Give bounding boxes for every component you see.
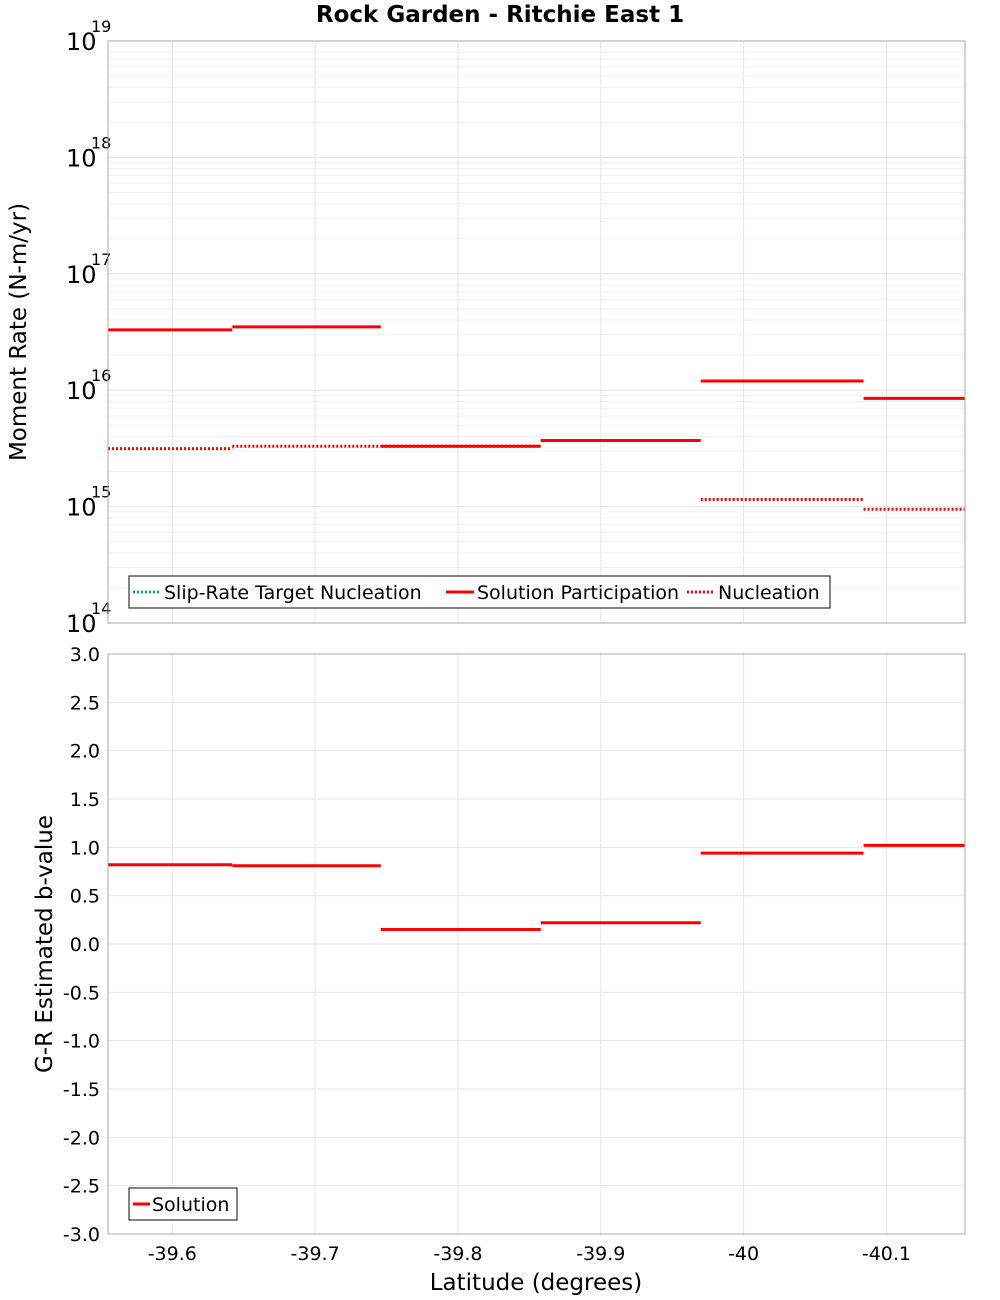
bottom-series: [108, 843, 965, 931]
bottom-y-tick-label: -2.0: [63, 1127, 100, 1149]
bottom-y-tick-label: 0.5: [70, 886, 100, 908]
bottom-plot-frame: [107, 653, 966, 1235]
tick-exponent: 17: [91, 250, 111, 269]
tick-exponent: 18: [91, 133, 111, 152]
series-solution: [108, 843, 965, 931]
legend-label: Slip-Rate Target Nucleation: [164, 582, 422, 604]
bottom-y-tick-labels: 3.0 2.5 2.0 1.5 1.0 0.5 0.0 -0.5 -1.0 -1.5 -2.0 -2.…: [63, 644, 100, 1246]
bottom-y-tick-label: 2.0: [70, 741, 100, 763]
bottom-y-tick-label: -1.0: [63, 1031, 100, 1053]
bottom-y-tick-label: -0.5: [63, 982, 100, 1004]
b-value-panel: 3.0 2.5 2.0 1.5 1.0 0.5 0.0 -0.5 -1.0 -1.5 -2.0 -2.…: [32, 644, 966, 1296]
tick-exponent: 19: [91, 17, 111, 36]
tick-exponent: 16: [91, 366, 111, 385]
top-plot-frame: [107, 40, 966, 624]
x-tick-label: -40.1: [862, 1243, 911, 1265]
bottom-legend: Solution: [128, 1187, 238, 1221]
chart-title: Rock Garden - Ritchie East 1: [316, 2, 684, 28]
bottom-y-tick-label: -3.0: [63, 1224, 100, 1246]
bottom-x-tick-labels: -39.6 -39.7 -39.8 -39.9 -40 -40.1: [148, 1243, 911, 1265]
x-tick-label: -39.6: [148, 1243, 197, 1265]
tick-base: 10: [66, 494, 97, 522]
top-series: [108, 325, 965, 511]
bottom-y-tick-label: 3.0: [70, 644, 100, 666]
bottom-y-tick-label: 2.5: [70, 692, 100, 714]
bottom-y-tick-label: -2.5: [63, 1176, 100, 1198]
bottom-y-tick-label: 1.0: [70, 837, 100, 859]
bottom-y-tick-label: 0.0: [70, 934, 100, 956]
tick-base: 10: [66, 28, 97, 56]
top-grid: [108, 40, 965, 624]
top-legend: Slip-Rate Target Nucleation Solution Part…: [128, 575, 831, 609]
series-solution-participation: [108, 325, 965, 448]
x-tick-label: -39.9: [576, 1243, 625, 1265]
tick-base: 10: [66, 261, 97, 289]
x-axis-title: Latitude (degrees): [430, 1270, 643, 1296]
series-nucleation: [108, 438, 965, 511]
legend-label: Solution Participation: [477, 582, 679, 604]
bottom-grid: [108, 653, 965, 1235]
top-y-axis-title: Moment Rate (N-m/yr): [6, 203, 32, 461]
tick-exponent: 15: [91, 483, 111, 502]
bottom-y-tick-label: 1.5: [70, 789, 100, 811]
x-tick-label: -40: [728, 1243, 759, 1265]
x-tick-label: -39.8: [433, 1243, 482, 1265]
tick-base: 10: [66, 377, 97, 405]
bottom-y-axis-title: G-R Estimated b-value: [32, 815, 58, 1073]
bottom-y-tick-label: -1.5: [63, 1079, 100, 1101]
legend-label: Nucleation: [718, 582, 820, 604]
x-tick-label: -39.7: [291, 1243, 340, 1265]
tick-base: 10: [66, 144, 97, 172]
legend-box: [128, 575, 831, 609]
tick-base: 10: [66, 610, 97, 638]
legend-label: Solution: [152, 1194, 229, 1216]
tick-exponent: 14: [91, 599, 111, 618]
